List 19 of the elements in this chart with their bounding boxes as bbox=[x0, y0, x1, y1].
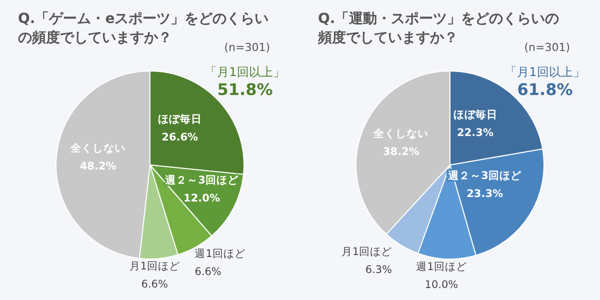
slice-label: 月1回ほど bbox=[129, 260, 180, 273]
data-label: 10.0% bbox=[424, 278, 458, 291]
data-label: 6.6% bbox=[141, 278, 168, 291]
data-label: 6.6% bbox=[194, 266, 222, 278]
slice-label: 週1回ほど bbox=[194, 248, 246, 260]
text: 「月1回以上」 bbox=[204, 64, 286, 80]
slice-label: 週２～3回ほど bbox=[164, 173, 240, 186]
data-label: 12.0% bbox=[184, 192, 220, 204]
data-label: 22.3% bbox=[457, 127, 494, 140]
text: 51.8% bbox=[216, 80, 274, 100]
slice-label: ほぼ毎日 bbox=[453, 108, 498, 122]
text: 「月1回以上」 bbox=[504, 64, 586, 80]
data-label: 26.6% bbox=[162, 131, 199, 144]
data-label: 6.3% bbox=[365, 264, 392, 276]
slice-label: 週1回ほど bbox=[416, 260, 467, 273]
text: 61.8% bbox=[516, 80, 574, 100]
slice-label: 月1回ほど bbox=[341, 246, 392, 258]
data-label: 23.3% bbox=[466, 188, 504, 200]
slice-label: ほぼ毎日 bbox=[158, 112, 202, 126]
